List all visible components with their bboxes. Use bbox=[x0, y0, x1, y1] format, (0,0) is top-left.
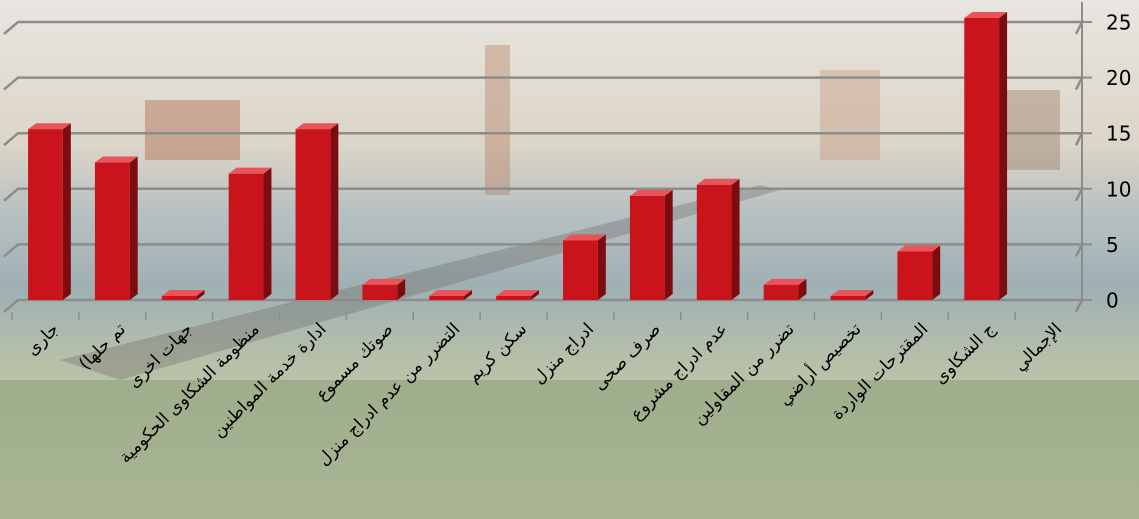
bar bbox=[764, 285, 799, 300]
bar-side bbox=[598, 234, 606, 300]
bar-side bbox=[932, 246, 940, 300]
bar-side bbox=[665, 190, 673, 300]
y-tick-label: 25 bbox=[1106, 11, 1131, 35]
bar bbox=[296, 129, 331, 300]
bar-side bbox=[63, 123, 71, 300]
bar-side bbox=[999, 12, 1007, 300]
bar bbox=[831, 296, 866, 300]
bar-side bbox=[130, 157, 138, 300]
bar bbox=[630, 196, 665, 300]
bar bbox=[964, 18, 999, 300]
bar bbox=[897, 252, 932, 300]
bar bbox=[563, 240, 598, 300]
y-tick-label: 0 bbox=[1106, 289, 1119, 313]
bar bbox=[229, 174, 264, 300]
chart: 0510152025جارى(تم حلهاجهات اخرىمنظومة ال… bbox=[0, 0, 1139, 519]
bar bbox=[429, 296, 464, 300]
bar bbox=[28, 129, 63, 300]
bar-side bbox=[263, 168, 271, 300]
bar bbox=[496, 296, 531, 300]
y-tick-label: 20 bbox=[1106, 66, 1131, 90]
bar bbox=[162, 296, 197, 300]
bar-side bbox=[330, 123, 338, 300]
y-tick-label: 10 bbox=[1106, 177, 1131, 201]
bar bbox=[362, 285, 397, 300]
y-tick-label: 5 bbox=[1106, 233, 1119, 257]
y-tick-label: 15 bbox=[1106, 122, 1131, 146]
bar bbox=[95, 163, 130, 300]
bar bbox=[697, 185, 732, 300]
bar-side bbox=[732, 179, 740, 300]
